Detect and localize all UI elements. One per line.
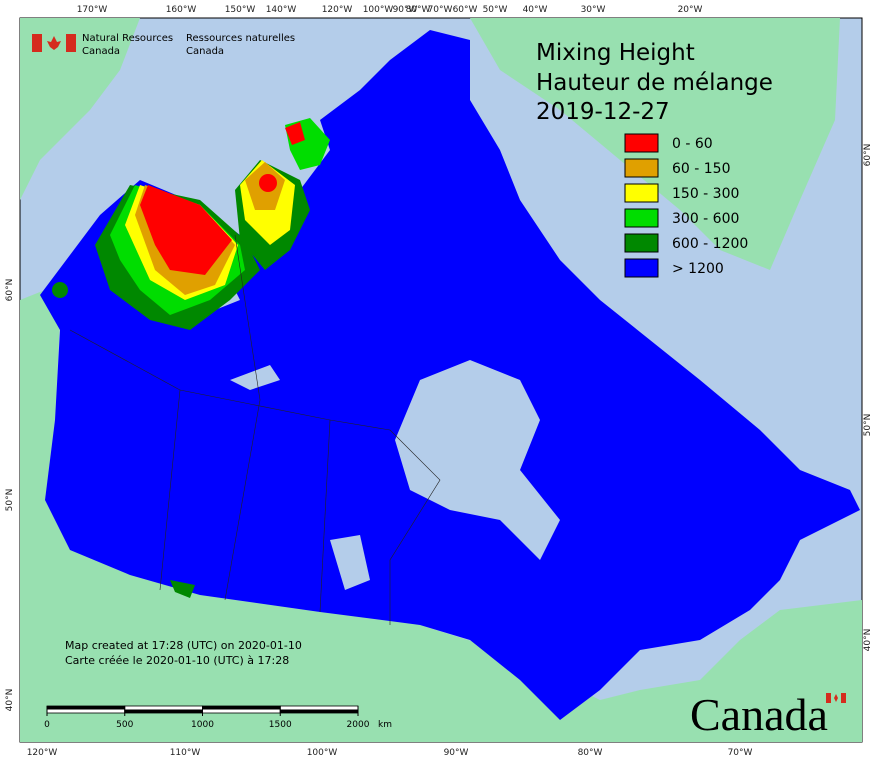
legend-swatch xyxy=(624,208,659,228)
longitude-label: 100°W xyxy=(307,748,338,758)
created-note: Carte créée le 2020-01-10 (UTC) à 17:28 xyxy=(65,654,289,667)
latitude-label: 60°N xyxy=(863,144,873,167)
longitude-label: 150°W xyxy=(225,5,256,15)
title: Hauteur de mélange xyxy=(536,70,773,96)
legend-swatch xyxy=(624,258,659,278)
legend-label: 300 - 600 xyxy=(672,211,739,227)
legend-label: 0 - 60 xyxy=(672,136,713,152)
department-fr: Ressources naturelles xyxy=(186,33,295,44)
longitude-label: 170°W xyxy=(77,5,108,15)
legend-swatch xyxy=(624,183,659,203)
longitude-label: 30°W xyxy=(581,5,606,15)
longitude-label: 80°W xyxy=(578,748,603,758)
scale-label: 1000 xyxy=(191,720,214,730)
legend-label: > 1200 xyxy=(672,261,724,277)
scale-label: 1500 xyxy=(269,720,292,730)
scale-segment-half xyxy=(124,709,203,713)
longitude-label: 160°W xyxy=(166,5,197,15)
longitude-label: 70°W xyxy=(428,5,453,15)
legend-swatch xyxy=(624,233,659,253)
longitude-label: 80°W xyxy=(406,5,431,15)
longitude-label: 90°W xyxy=(444,748,469,758)
latitude-label: 50°N xyxy=(5,489,15,512)
scale-label: 2000 xyxy=(347,720,370,730)
department-en: Canada xyxy=(82,46,120,57)
latitude-label: 40°N xyxy=(5,689,15,712)
legend-label: 600 - 1200 xyxy=(672,236,748,252)
longitude-label: 140°W xyxy=(266,5,297,15)
longitude-label: 20°W xyxy=(678,5,703,15)
scale-label: 0 xyxy=(44,720,50,730)
wordmark: Canada xyxy=(690,689,828,740)
latitude-label: 60°N xyxy=(5,279,15,302)
logo xyxy=(32,34,76,52)
scale-label: 500 xyxy=(116,720,133,730)
department-en: Natural Resources xyxy=(82,33,173,44)
legend-label: 60 - 150 xyxy=(672,161,731,177)
title-date: 2019-12-27 xyxy=(536,99,670,125)
longitude-label: 90°W xyxy=(393,5,418,15)
legend-swatch xyxy=(624,133,659,153)
longitude-label: 120°W xyxy=(27,748,58,758)
mixing-height-zones xyxy=(52,118,330,598)
legend-label: 150 - 300 xyxy=(672,186,739,202)
longitude-label: 60°W xyxy=(453,5,478,15)
longitude-label: 70°W xyxy=(728,748,753,758)
wordmark-flag xyxy=(826,693,846,703)
latitude-label: 50°N xyxy=(863,414,873,437)
scale-segment-half xyxy=(280,709,358,713)
boundaries xyxy=(69,234,441,625)
title: Mixing Height xyxy=(536,40,695,66)
latitude-label: 40°N xyxy=(863,629,873,652)
scale-segment-half xyxy=(202,706,281,710)
department-fr: Canada xyxy=(186,46,224,57)
scale-segment-half xyxy=(47,706,125,710)
longitude-label: 110°W xyxy=(170,748,201,758)
scale-unit: km xyxy=(378,720,392,730)
longitude-label: 40°W xyxy=(523,5,548,15)
legend-swatch xyxy=(624,158,659,178)
longitude-label: 50°W xyxy=(483,5,508,15)
created-note: Map created at 17:28 (UTC) on 2020-01-10 xyxy=(65,639,302,652)
longitude-label: 100°W xyxy=(363,5,394,15)
longitude-label: 120°W xyxy=(322,5,353,15)
